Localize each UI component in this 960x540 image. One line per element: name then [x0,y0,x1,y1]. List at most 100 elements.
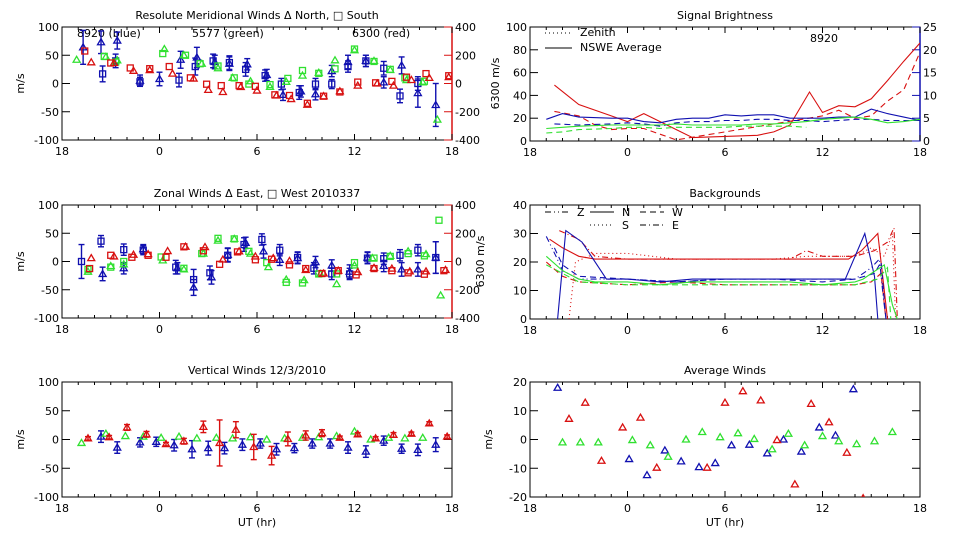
color-key-label: 8920 (blue) [77,27,141,40]
data-point-square [107,59,115,67]
data-point-square [331,65,339,73]
data-point-square [344,62,352,71]
data-point-triangle [444,72,452,81]
data-point-square [136,78,144,86]
series-line-green [545,255,898,319]
series-group [71,29,452,128]
data-point-square [206,269,214,277]
data-point-triangle [317,428,327,437]
data-point-square [214,234,222,242]
data-point-triangle [697,427,707,436]
data-point-square [107,263,115,271]
y-tick-label: 0 [520,434,527,447]
x-tick-label: 18 [913,502,927,515]
data-point-triangle [418,432,428,441]
data-point-square [370,57,378,66]
plot-frame [61,381,453,498]
data-point-square [157,253,165,261]
chart-title: Vertical Winds 12/3/2010 [188,364,326,377]
series-group [552,382,898,497]
data-point-square [81,47,89,55]
data-point-square [202,80,211,88]
data-point-triangle [799,440,810,449]
data-point-triangle [756,395,766,404]
data-point-square [146,65,154,73]
series-line-blue [546,108,920,124]
y-tick-label: -100 [34,134,59,147]
data-point-square [240,240,248,249]
data-point-triangle [842,447,852,456]
data-point-triangle [203,443,213,452]
data-point-triangle [97,269,108,278]
x-tick-label: 0 [624,146,631,159]
data-point-triangle [396,264,407,273]
data-point-square [180,264,188,272]
x-tick-label: 12 [348,502,362,515]
data-point-triangle [413,445,423,453]
data-point-triangle [120,431,131,440]
data-point-triangle [214,438,225,447]
y2-tick-label: 25 [923,21,937,34]
data-point-triangle [314,67,324,76]
data-point-triangle [738,386,748,395]
x-tick-label: 6 [254,145,261,158]
series-line-green [546,116,920,130]
x-tick-label: 6 [254,502,261,515]
data-point-triangle [335,86,345,95]
data-point-triangle [575,437,586,446]
data-point-square [303,99,312,107]
data-point-triangle [762,448,772,457]
data-point-square [404,269,412,277]
data-point-square [235,81,243,90]
data-point-square [196,60,204,68]
data-point-square [298,279,307,287]
data-point-triangle [861,493,866,497]
data-point-triangle [169,440,179,449]
data-point-square [199,247,208,255]
data-point-square [284,74,292,83]
data-point-triangle [372,78,382,87]
data-point-triangle [396,60,407,69]
data-point-square [285,91,294,100]
data-point-triangle [271,90,282,99]
x-tick-label: 18 [445,502,459,515]
y2-tick-label: 400 [455,199,476,212]
y-tick-label: 30 [513,228,527,241]
data-point-triangle [162,246,173,255]
data-point-triangle [161,439,171,448]
series-line-blue [554,118,920,127]
y2-tick-label: -200 [455,106,480,119]
data-point-square [318,269,326,278]
data-point-triangle [851,439,862,448]
data-point-triangle [192,433,202,442]
data-point-triangle [749,434,759,443]
data-point-square [266,80,274,89]
panel-meridional: Resolute Meridional Winds Δ North, □ Sou… [14,9,502,158]
series-line-red [568,233,897,319]
y-tick-label: -50 [41,462,59,475]
data-point-triangle [369,56,379,65]
data-point-triangle [824,417,834,426]
data-point-triangle [101,428,111,437]
data-point-triangle [369,263,379,272]
data-point-square [370,254,378,262]
data-point-square [319,92,328,100]
data-point-square [435,216,443,224]
y-tick-label: 50 [45,49,59,62]
data-point-triangle [424,418,434,427]
data-point-triangle [310,89,321,98]
data-point-triangle [96,37,106,46]
data-point-triangle [310,257,321,266]
y-tick-label: 20 [513,256,527,269]
data-point-square [172,263,180,271]
legend-label: W [672,206,683,219]
y-tick-label: 40 [513,89,527,102]
data-point-triangle [154,74,165,83]
data-point-triangle [848,384,859,393]
data-point-square [175,76,183,84]
data-point-triangle [596,455,607,464]
data-point-triangle [431,439,441,448]
x-tick-label: 0 [624,502,631,515]
data-point-triangle [635,412,646,421]
data-point-triangle [179,436,189,445]
